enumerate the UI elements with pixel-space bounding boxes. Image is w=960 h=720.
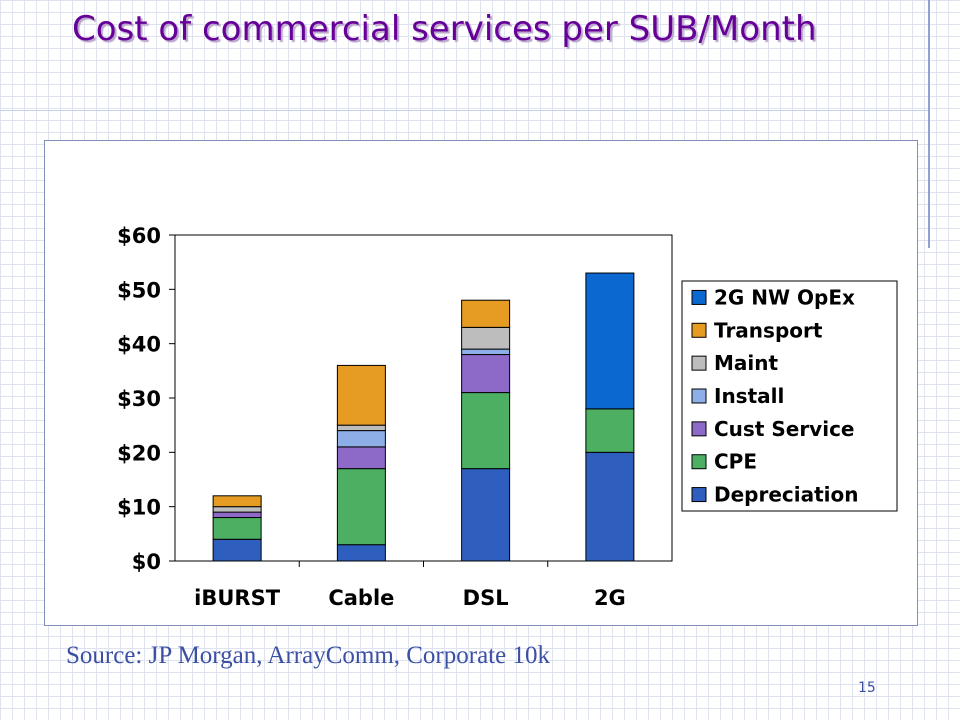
y-tick-label: $40: [117, 333, 161, 357]
bar-segment: [212, 506, 262, 513]
slide-title: Cost of commercial services per SUB/Mont…: [72, 9, 817, 49]
bar-segment: [336, 544, 386, 562]
decorative-vertical-rule: [928, 0, 930, 248]
legend-label: Maint: [714, 351, 778, 375]
legend-swatch: [691, 388, 707, 404]
bar-segment: [212, 511, 262, 519]
bar-segment: [212, 538, 262, 562]
bar-segment: [336, 424, 386, 432]
source-caption: Source: JP Morgan, ArrayComm, Corporate …: [66, 642, 550, 669]
bar-segment: [336, 446, 386, 470]
bar-segment: [461, 354, 511, 394]
bar-segment: [585, 408, 635, 453]
legend-label: CPE: [714, 450, 757, 474]
decorative-rule: [0, 110, 930, 111]
legend-swatch: [691, 355, 707, 371]
legend-label: Transport: [714, 318, 823, 342]
legend-label: Install: [714, 384, 784, 408]
x-category-label: iBURST: [194, 586, 281, 610]
legend-label: Depreciation: [714, 483, 859, 507]
stacked-bar-chart: $0 $10 $20 $30 $40 $50 $60 iBURST Cable DSL 2G 2G N…: [117, 224, 898, 610]
legend-swatch: [691, 421, 707, 437]
page-number: 15: [858, 680, 876, 696]
y-tick-label: $0: [132, 550, 161, 574]
bar-segment: [461, 392, 511, 470]
legend-swatch: [691, 454, 707, 470]
bar-segment: [461, 468, 511, 562]
x-category-label: 2G: [594, 586, 626, 610]
bar-segment: [585, 451, 635, 562]
bar-segment: [336, 430, 386, 448]
bar-segment: [461, 326, 511, 350]
legend-swatch: [691, 487, 707, 503]
bar-segment: [336, 468, 386, 546]
y-tick-label: $50: [117, 278, 161, 302]
legend-swatch: [691, 322, 707, 338]
y-tick-label: $30: [117, 387, 161, 411]
legend-box: [681, 280, 898, 512]
bar-segment: [336, 364, 386, 426]
legend-swatch: [691, 289, 707, 305]
x-category-label: DSL: [463, 586, 509, 610]
y-tick-label: $60: [117, 224, 161, 248]
y-tick-label: $10: [117, 496, 161, 520]
bar-segment: [461, 348, 511, 356]
y-tick-label: $20: [117, 441, 161, 465]
bar-segment: [585, 272, 635, 410]
bar-segment: [212, 517, 262, 540]
chart-frame: $0 $10 $20 $30 $40 $50 $60 iBURST Cable DSL 2G 2G N…: [44, 140, 918, 626]
legend-label: 2G NW OpEx: [714, 285, 855, 309]
x-category-label: Cable: [328, 586, 394, 610]
bar-segment: [461, 299, 511, 328]
legend-label: Cust Service: [714, 417, 855, 441]
bar-segment: [212, 495, 262, 508]
